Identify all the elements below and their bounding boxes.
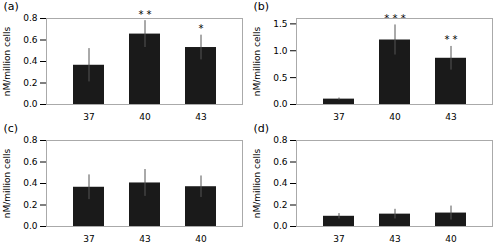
svg-text:43: 43 (195, 112, 206, 122)
svg-text:0.0: 0.0 (273, 99, 288, 109)
svg-text:0.0: 0.0 (23, 99, 38, 109)
svg-text:(a): (a) (4, 0, 19, 13)
svg-text:0.6: 0.6 (23, 35, 38, 45)
svg-text:0.6: 0.6 (273, 157, 288, 167)
svg-text:(b): (b) (254, 0, 270, 13)
svg-text:37: 37 (83, 234, 94, 244)
svg-text:0.8: 0.8 (23, 135, 38, 145)
svg-text:37: 37 (333, 112, 344, 122)
svg-text:40: 40 (139, 112, 151, 122)
svg-text:1.5: 1.5 (273, 19, 287, 29)
svg-text:40: 40 (445, 234, 457, 244)
svg-text:37: 37 (333, 234, 344, 244)
svg-text:43: 43 (445, 112, 456, 122)
svg-text:0.4: 0.4 (23, 56, 38, 66)
svg-text:0.0: 0.0 (23, 221, 38, 231)
svg-text:0.5: 0.5 (273, 73, 287, 83)
svg-text:0.4: 0.4 (23, 178, 38, 188)
svg-text:43: 43 (389, 234, 400, 244)
svg-text:(c): (c) (4, 122, 19, 135)
svg-text:* *: * * (444, 34, 457, 45)
svg-text:0.2: 0.2 (23, 200, 37, 210)
svg-text:nM/million cells: nM/million cells (2, 26, 12, 96)
svg-text:0.6: 0.6 (23, 157, 38, 167)
svg-text:0.2: 0.2 (273, 200, 287, 210)
svg-text:nM/million cells: nM/million cells (252, 148, 262, 218)
svg-text:*: * (199, 23, 204, 34)
svg-text:1.0: 1.0 (273, 46, 288, 56)
svg-text:0.4: 0.4 (273, 178, 288, 188)
svg-text:43: 43 (139, 234, 150, 244)
svg-text:40: 40 (389, 112, 401, 122)
svg-text:nM/million cells: nM/million cells (2, 148, 12, 218)
svg-text:0.0: 0.0 (273, 221, 288, 231)
svg-text:0.8: 0.8 (23, 13, 38, 23)
svg-text:37: 37 (83, 112, 94, 122)
svg-text:40: 40 (195, 234, 207, 244)
svg-text:0.8: 0.8 (273, 135, 288, 145)
svg-text:(d): (d) (254, 122, 270, 135)
svg-text:nM/million cells: nM/million cells (252, 26, 262, 96)
svg-text:0.2: 0.2 (23, 78, 37, 88)
